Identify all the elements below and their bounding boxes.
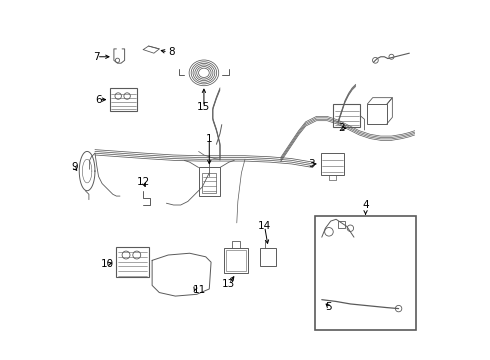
Bar: [110, 88, 137, 111]
Text: 7: 7: [94, 52, 100, 62]
Text: 4: 4: [362, 201, 369, 210]
Bar: [368, 104, 387, 124]
Text: 11: 11: [193, 285, 206, 295]
Text: 3: 3: [308, 159, 315, 169]
Text: 8: 8: [168, 47, 175, 57]
Bar: [198, 167, 220, 196]
Text: 13: 13: [222, 279, 236, 289]
Text: 12: 12: [137, 177, 150, 187]
Bar: [224, 248, 247, 273]
Bar: [338, 221, 345, 228]
Text: 2: 2: [338, 123, 345, 133]
Text: 5: 5: [326, 302, 332, 312]
Text: 1: 1: [206, 134, 213, 144]
Bar: [315, 216, 416, 330]
Text: 14: 14: [258, 221, 271, 231]
Text: 9: 9: [71, 162, 77, 172]
Bar: [202, 173, 217, 193]
Bar: [260, 248, 276, 266]
Text: 6: 6: [95, 95, 102, 105]
Bar: [333, 104, 360, 127]
Text: 10: 10: [101, 259, 114, 269]
Bar: [226, 249, 246, 271]
Text: 15: 15: [197, 102, 211, 112]
Bar: [321, 153, 344, 175]
Bar: [117, 247, 148, 277]
